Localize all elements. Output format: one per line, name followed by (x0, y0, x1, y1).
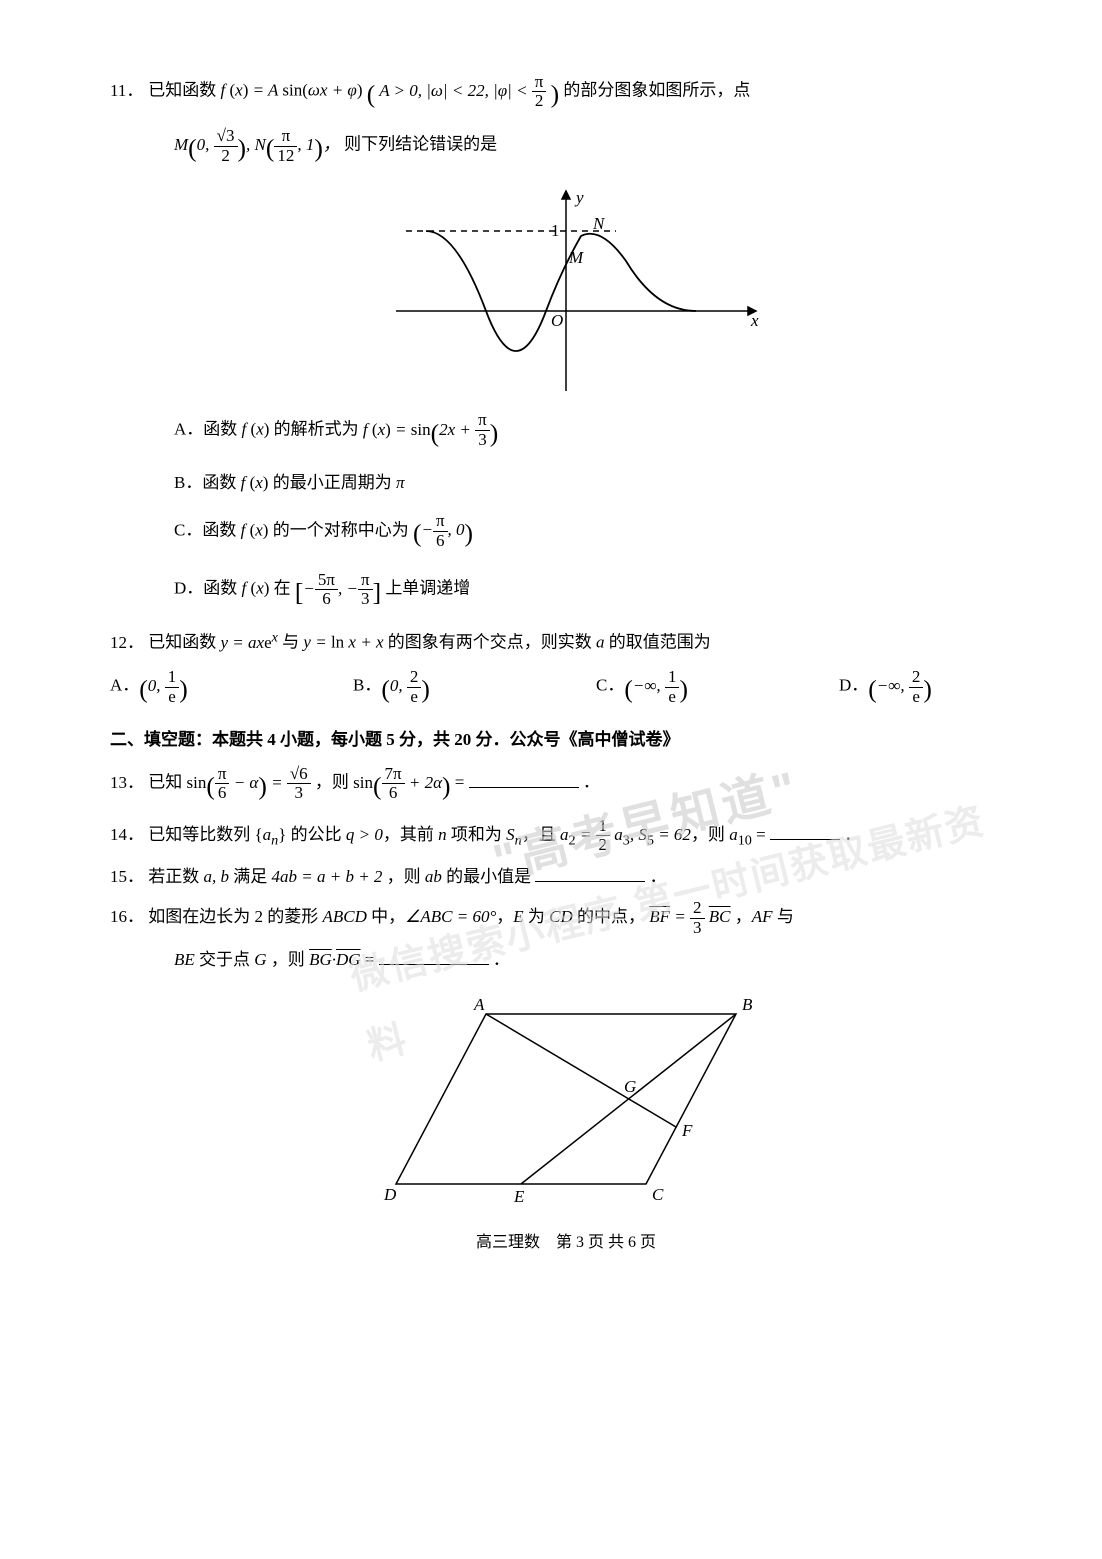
q11-one: 1 (551, 221, 560, 240)
q11-opt-C: C．函数 f (x) 的一个对称中心为 (−π6, 0) (174, 510, 1022, 558)
q11-opt-D: D．函数 f (x) 在 [−5π6, −π3] 上单调递增 (174, 568, 1022, 616)
q16-line2: BE 交于点 G ，则 BG·DG = ． (174, 944, 1022, 976)
question-16: 16． 如图在边长为 2 的菱形 ABCD 中，∠ABC = 60°，E 为 C… (110, 899, 1022, 937)
q11-graph: y x O 1 M N (356, 181, 776, 401)
q11-x-label: x (750, 311, 759, 330)
q15-number: 15． (110, 861, 144, 893)
q16-E: E (513, 1187, 525, 1206)
question-14: 14． 已知等比数列 {an} 的公比 q > 0，其前 n 项和为 Sn，且 … (110, 817, 1022, 855)
q14-tail: ． (844, 825, 861, 844)
q16-A: A (473, 995, 485, 1014)
q13-tail: ． (583, 773, 600, 792)
q16-blank (379, 947, 489, 965)
q13-number: 13． (110, 767, 144, 799)
q11-points-line: M(0, √32), N(π12, 1)， 则下列结论错误的是 (174, 124, 1022, 172)
q11-stem-b: 的部分图象如图所示，点 (563, 81, 750, 100)
q11-points: M(0, √32), N(π12, 1)， (174, 135, 340, 154)
question-12: 12． 已知函数 y = axex 与 y = ln x + x 的图象有两个交… (110, 624, 1022, 659)
q16-number: 16． (110, 901, 144, 933)
question-13: 13． 已知 sin(π6 − α) = √63 ，则 sin(7π6 + 2α… (110, 762, 1022, 810)
q15-tail: ． (650, 867, 667, 886)
q16-C: C (652, 1185, 664, 1204)
q11-opt-A: A．函数 f (x) 的解析式为 f (x) = sin(2x + π3) (174, 409, 1022, 457)
q12-options: A．(0, 1e) B．(0, 2e) C．(−∞, 1e) D．(−∞, 2e… (110, 665, 1022, 713)
q12-number: 12． (110, 627, 144, 659)
q11-N: N (592, 214, 606, 233)
q16-F: F (681, 1121, 693, 1140)
page-footer: 高三理数 第 3 页 共 6 页 (110, 1228, 1022, 1258)
q12-opt-A: A．(0, 1e) (110, 665, 293, 713)
question-11: 11． 已知函数 f (x) = A sin(ωx + φ) ( A > 0, … (110, 70, 1022, 118)
q11-opt-B: B．函数 f (x) 的最小正周期为 π (174, 467, 1022, 499)
question-15: 15． 若正数 a, b 满足 4ab = a + b + 2 ，则 ab 的最… (110, 861, 1022, 893)
q14-blank (770, 822, 840, 840)
q11-number: 11． (110, 75, 144, 107)
q16-B: B (742, 995, 753, 1014)
q11-stem-c: 则下列结论错误的是 (344, 135, 497, 154)
q16-figure: A B C D E F G (356, 984, 776, 1214)
q11-origin: O (551, 311, 563, 330)
q11-M: M (568, 248, 584, 267)
q14-number: 14． (110, 819, 144, 851)
q15-blank (535, 864, 645, 882)
q13-blank (469, 770, 579, 788)
q11-options: A．函数 f (x) 的解析式为 f (x) = sin(2x + π3) B．… (174, 409, 1022, 617)
q11-y-label: y (574, 188, 584, 207)
q11-stem-a: 已知函数 (148, 81, 220, 100)
q16-D: D (383, 1185, 397, 1204)
q11-cond: ( A > 0, |ω| < 22, |φ| < π2 ) (367, 81, 559, 100)
q16-tail: ． (493, 950, 510, 969)
q12-opt-C: C．(−∞, 1e) (596, 665, 779, 713)
q16-G: G (624, 1077, 636, 1096)
q12-opt-D: D．(−∞, 2e) (839, 665, 1022, 713)
section-2-title: 二、填空题：本题共 4 小题，每小题 5 分，共 20 分．公众号《高中僧试卷》 (110, 724, 1022, 756)
q11-fx: f (x) = A sin(ωx + φ) (221, 81, 363, 100)
q12-opt-B: B．(0, 2e) (353, 665, 536, 713)
